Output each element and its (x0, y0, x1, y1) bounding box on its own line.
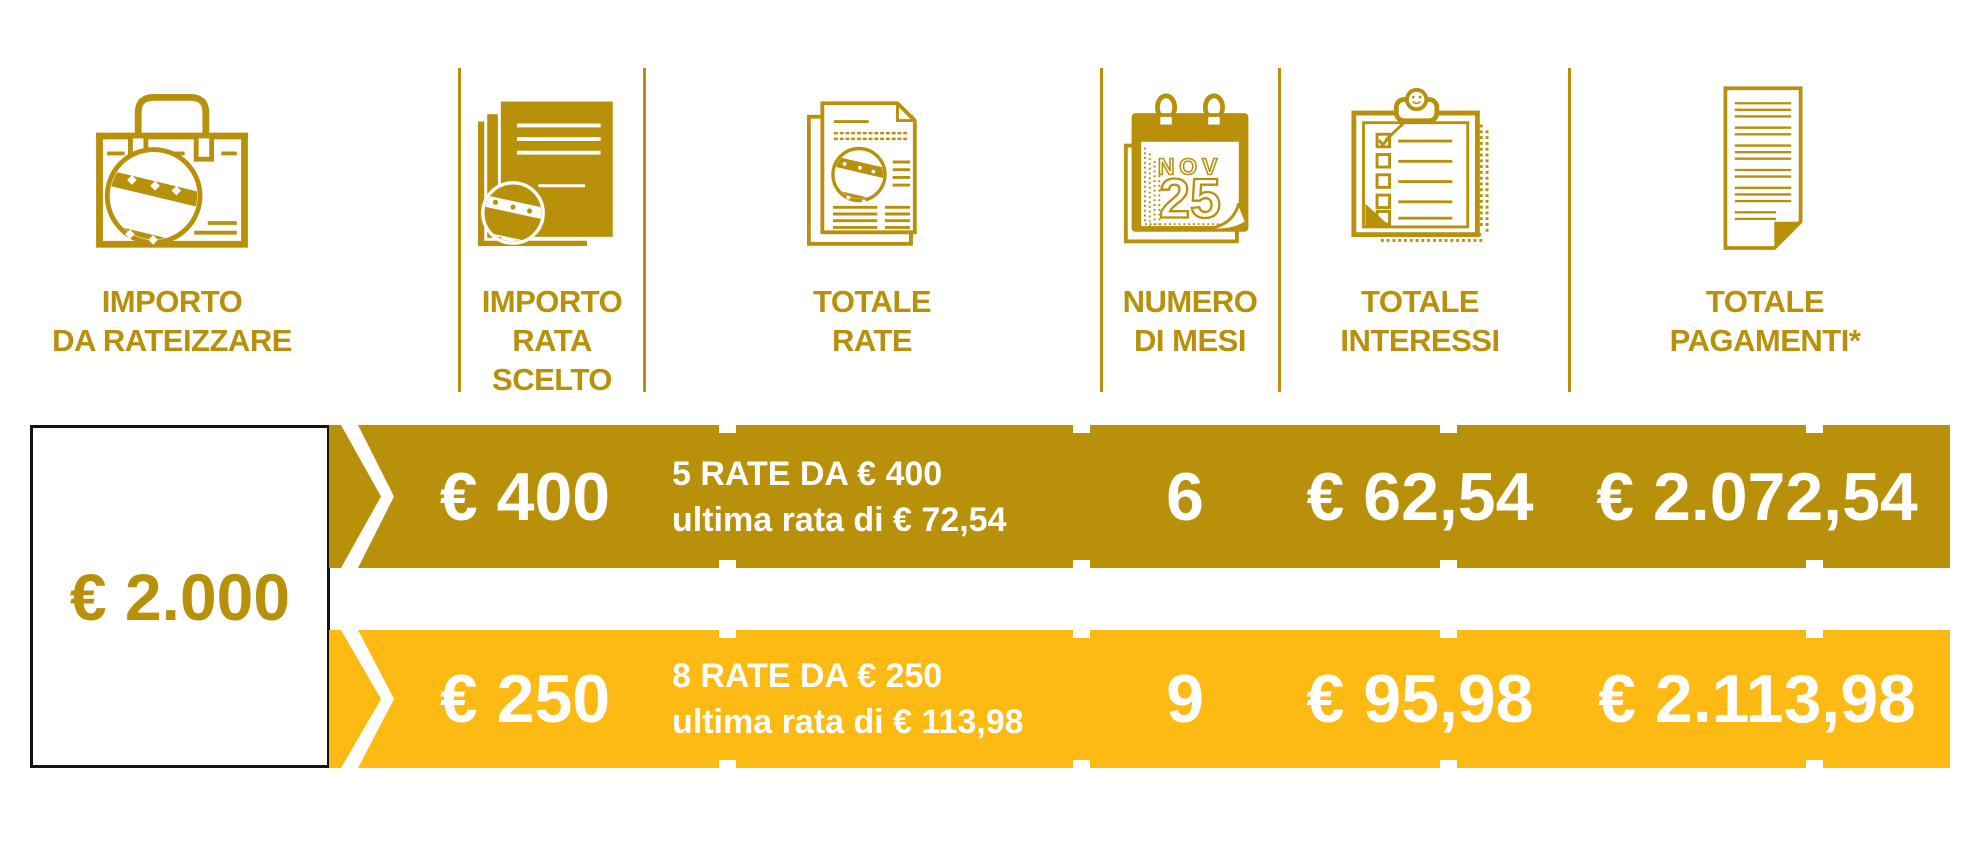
bar-notch (1440, 630, 1457, 638)
bar-notch (1073, 560, 1090, 568)
receipt-icon (1716, 84, 1810, 256)
column-divider (1100, 68, 1103, 392)
calendar-month: NOV (1158, 153, 1222, 179)
plan1-numero-mesi: 6 (1166, 459, 1204, 535)
calendar-icon: NOV 25 (1118, 92, 1262, 250)
amount-value: € 2.000 (69, 559, 291, 634)
plan-row-1 (358, 425, 1950, 568)
bar-notch (1806, 560, 1823, 568)
plan2-rata-value: € 250 (439, 661, 611, 737)
column-label-totale-interessi: TOTALE INTERESSI (1340, 284, 1500, 358)
plan1-rate-detail: 5 RATE DA € 400 ultima rata di € 72,54 (672, 455, 1007, 539)
bar-notch (1073, 425, 1090, 433)
calendar-day: 25 (1159, 167, 1221, 229)
plan1-totale-interessi: € 62,54 (1306, 459, 1534, 535)
plan1-rata-value: € 400 (439, 459, 611, 535)
column-divider (1568, 68, 1571, 392)
bar-notch (1806, 760, 1823, 768)
clipboard-checklist-icon (1334, 86, 1504, 252)
bar-notch (1440, 760, 1457, 768)
bar-notch (1073, 630, 1090, 638)
installment-documents-icon (476, 98, 622, 254)
column-label-totale-pagamenti: TOTALE PAGAMENTI* (1669, 284, 1861, 358)
bar-notch (1440, 425, 1457, 433)
plan2-totale-interessi: € 95,98 (1306, 661, 1534, 737)
bar-notch (719, 560, 736, 568)
bar-notch (1073, 760, 1090, 768)
column-divider (458, 68, 461, 392)
shopping-bag-icon (80, 78, 264, 252)
invoice-pages-icon (806, 100, 936, 250)
bar-notch (719, 425, 736, 433)
bar-notch (1806, 425, 1823, 433)
column-divider (643, 68, 646, 392)
plan2-rate-detail: 8 RATE DA € 250 ultima rata di € 113,98 (672, 657, 1024, 741)
column-label-importo-da-rateizzare: IMPORTO DA RATEIZZARE (52, 284, 292, 358)
column-divider (1278, 68, 1281, 392)
plan-row-2 (358, 630, 1950, 768)
amount-box: € 2.000 (30, 425, 330, 768)
plan2-totale-pagamenti: € 2.113,98 (1598, 661, 1916, 737)
plan1-totale-pagamenti: € 2.072,54 (1596, 459, 1918, 535)
plan2-numero-mesi: 9 (1166, 661, 1204, 737)
bar-notch (1806, 630, 1823, 638)
bar-notch (1440, 560, 1457, 568)
column-label-importo-rata-scelto: IMPORTO RATA SCELTO (481, 284, 623, 397)
bar-notch (719, 760, 736, 768)
bar-notch (719, 630, 736, 638)
column-label-totale-rate: TOTALE RATE (812, 284, 932, 358)
column-label-numero-di-mesi: NUMERO DI MESI (1122, 284, 1258, 358)
